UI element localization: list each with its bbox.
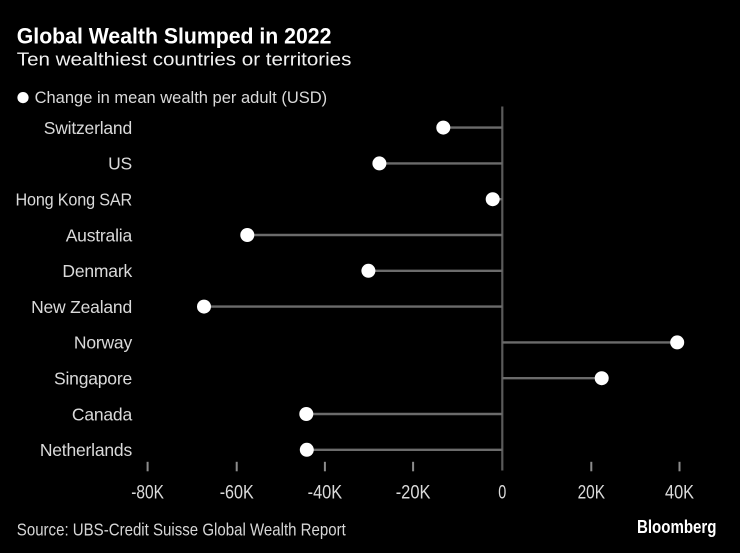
svg-text:-80K: -80K — [131, 482, 164, 504]
svg-text:Denmark: Denmark — [62, 261, 132, 281]
svg-text:Netherlands: Netherlands — [40, 440, 133, 460]
svg-text:Canada: Canada — [72, 404, 133, 424]
svg-text:40K: 40K — [665, 482, 694, 504]
svg-text:New Zealand: New Zealand — [31, 297, 132, 317]
svg-text:-20K: -20K — [396, 482, 431, 504]
svg-text:-40K: -40K — [308, 482, 343, 504]
svg-text:Source: UBS-Credit Suisse Glob: Source: UBS-Credit Suisse Global Wealth … — [17, 520, 346, 540]
svg-text:Change in mean wealth per adul: Change in mean wealth per adult (USD) — [35, 89, 328, 107]
svg-text:20K: 20K — [578, 482, 605, 504]
svg-text:US: US — [108, 154, 132, 174]
svg-text:0: 0 — [498, 482, 506, 504]
svg-text:Norway: Norway — [74, 333, 133, 353]
svg-text:Ten wealthiest countries or te: Ten wealthiest countries or territories — [17, 48, 352, 69]
svg-text:Hong Kong SAR: Hong Kong SAR — [16, 190, 133, 210]
svg-text:Global Wealth Slumped in 2022: Global Wealth Slumped in 2022 — [17, 23, 332, 48]
svg-text:-60K: -60K — [220, 482, 254, 504]
svg-text:Singapore: Singapore — [54, 369, 132, 389]
svg-text:Australia: Australia — [66, 225, 133, 245]
svg-text:Switzerland: Switzerland — [44, 118, 132, 138]
svg-text:Bloomberg: Bloomberg — [637, 517, 717, 537]
